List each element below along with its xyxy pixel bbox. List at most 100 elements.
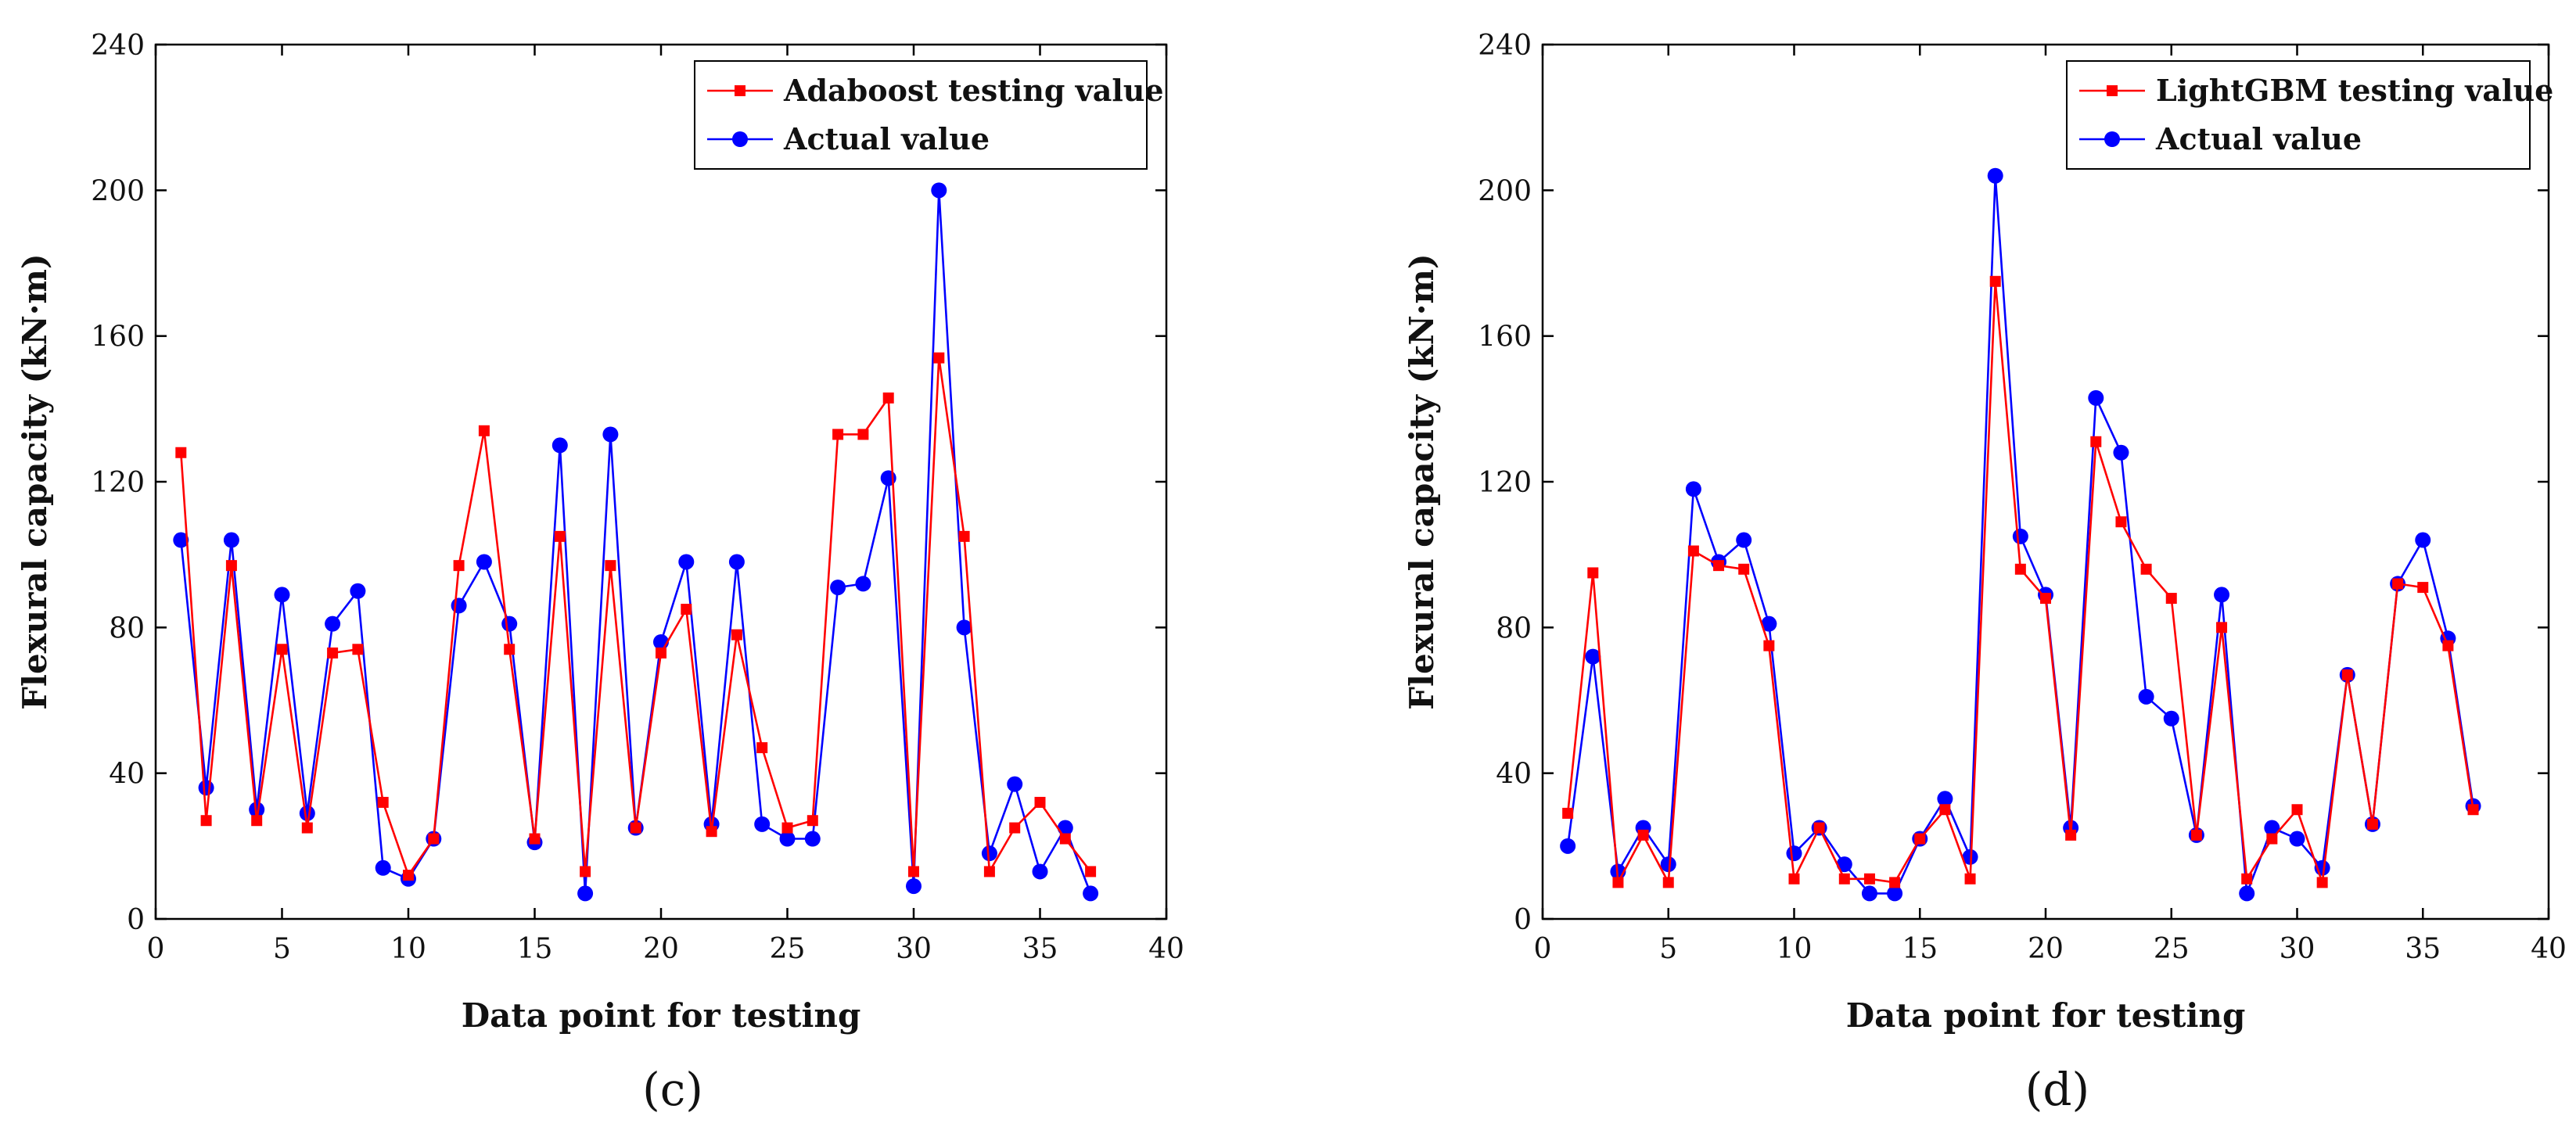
actual-value-point xyxy=(299,805,315,821)
y-tick-label: 0 xyxy=(127,904,145,936)
actual-value-point xyxy=(325,615,341,632)
predicted-value-point xyxy=(2341,669,2353,680)
predicted-value-point xyxy=(1612,877,1624,888)
actual-value-point xyxy=(2289,831,2305,847)
actual-value-point xyxy=(249,802,265,818)
predicted-value-point xyxy=(2014,563,2026,575)
actual-value-point xyxy=(2264,820,2280,836)
actual-value-point xyxy=(551,437,568,454)
actual-value-point xyxy=(804,831,821,847)
actual-value-point xyxy=(1560,838,1576,854)
y-tick-label: 40 xyxy=(1496,759,1532,791)
x-tick-label: 20 xyxy=(2028,933,2064,965)
predicted-value-point xyxy=(731,629,742,641)
predicted-value-point xyxy=(529,833,541,845)
y-tick-label: 200 xyxy=(91,175,145,207)
predicted-value-point xyxy=(2316,877,2328,888)
x-tick-label: 10 xyxy=(1777,933,1813,965)
predicted-value-point xyxy=(1838,873,1850,885)
legend-label-predicted: Adaboost testing value xyxy=(783,73,1164,108)
y-tick-label: 200 xyxy=(1478,175,1532,207)
panel-label: (d) xyxy=(2025,1063,2089,1116)
x-tick-label: 20 xyxy=(643,933,679,965)
x-tick-label: 5 xyxy=(1659,933,1677,965)
actual-value-point xyxy=(198,780,214,796)
legend-label-predicted: LightGBM testing value xyxy=(2156,73,2553,108)
predicted-value-point xyxy=(1889,877,1901,888)
y-tick-label: 120 xyxy=(91,467,145,499)
predicted-value-point xyxy=(301,822,313,834)
x-tick-label: 25 xyxy=(770,933,806,965)
x-tick-label: 30 xyxy=(2280,933,2316,965)
predicted-value-point xyxy=(857,429,869,440)
predicted-value-point xyxy=(2467,804,2479,816)
actual-value-point xyxy=(1786,845,1802,862)
x-tick-label: 0 xyxy=(147,933,165,965)
actual-value-point xyxy=(1836,856,1852,873)
actual-value-point xyxy=(1861,885,1877,902)
predicted-value-point xyxy=(807,815,818,827)
x-tick-label: 5 xyxy=(273,933,291,965)
actual-value-point xyxy=(1987,167,2003,184)
predicted-value-point xyxy=(2065,829,2077,841)
actual-value-point xyxy=(1083,885,1099,902)
predicted-value-point xyxy=(832,429,844,440)
predicted-value-point xyxy=(453,560,465,572)
actual-value-point xyxy=(906,878,922,895)
x-tick-label: 35 xyxy=(1022,933,1058,965)
actual-value-point xyxy=(1032,863,1048,880)
predicted-value-point xyxy=(276,644,288,655)
actual-value-point xyxy=(956,619,972,636)
actual-value-point xyxy=(501,615,518,632)
predicted-value-point xyxy=(1738,563,1750,575)
actual-value-point xyxy=(375,859,391,876)
actual-value-point xyxy=(1761,615,1777,632)
predicted-value-point xyxy=(428,833,440,845)
predicted-value-point xyxy=(2216,622,2228,633)
actual-value-point xyxy=(2088,389,2104,406)
predicted-value-point xyxy=(1914,833,1926,845)
actual-value-point xyxy=(2113,444,2129,461)
predicted-value-point xyxy=(377,796,389,808)
predicted-value-point xyxy=(1034,796,1046,808)
predicted-value-point xyxy=(2115,516,2127,528)
actual-value-point xyxy=(1685,481,1701,497)
y-tick-label: 0 xyxy=(1514,904,1532,936)
predicted-value-point xyxy=(504,644,516,655)
predicted-value-point xyxy=(882,392,894,404)
predicted-value-point xyxy=(1763,640,1775,651)
x-tick-label: 30 xyxy=(896,933,932,965)
legend-marker-square xyxy=(2107,85,2118,96)
predicted-value-point xyxy=(1587,567,1599,579)
chart-d: 0 5 10 15 20 25 30 35 40 0 40 80 120 160 200 240 Data po… xyxy=(1403,30,2567,1116)
predicted-value-point xyxy=(225,560,237,572)
actual-value-point xyxy=(2163,710,2179,727)
predicted-value-point xyxy=(1788,873,1800,885)
predicted-value-point xyxy=(630,822,641,834)
predicted-value-point xyxy=(1989,275,2001,287)
actual-value-point xyxy=(173,532,189,548)
y-axis-label: Flexural capacity (kN·m) xyxy=(1403,253,1441,710)
x-tick-label: 0 xyxy=(1534,933,1552,965)
x-axis-label: Data point for testing xyxy=(462,996,861,1035)
x-axis-label: Data point for testing xyxy=(1846,996,2246,1035)
predicted-value-point xyxy=(958,530,970,542)
y-tick-label: 40 xyxy=(109,759,145,791)
actual-value-point xyxy=(1736,532,1752,548)
actual-value-point xyxy=(1007,776,1023,792)
y-tick-label: 160 xyxy=(91,321,145,353)
predicted-value-point xyxy=(352,644,364,655)
y-tick-label: 240 xyxy=(1478,30,1532,62)
actual-value-point xyxy=(830,580,846,596)
predicted-value-point xyxy=(983,866,995,877)
actual-value-point xyxy=(931,182,947,199)
predicted-value-point xyxy=(656,647,666,659)
actual-value-point xyxy=(451,598,467,614)
x-tick-label: 40 xyxy=(2531,933,2567,965)
predicted-value-line xyxy=(1566,280,2474,884)
predicted-value-point xyxy=(2266,833,2278,845)
actual-value-point xyxy=(577,885,594,902)
chart-c: 0 5 10 15 20 25 30 35 40 0 40 80 120 160 200 240 Data po… xyxy=(16,30,1184,1116)
legend-label-actual: Actual value xyxy=(783,121,990,156)
